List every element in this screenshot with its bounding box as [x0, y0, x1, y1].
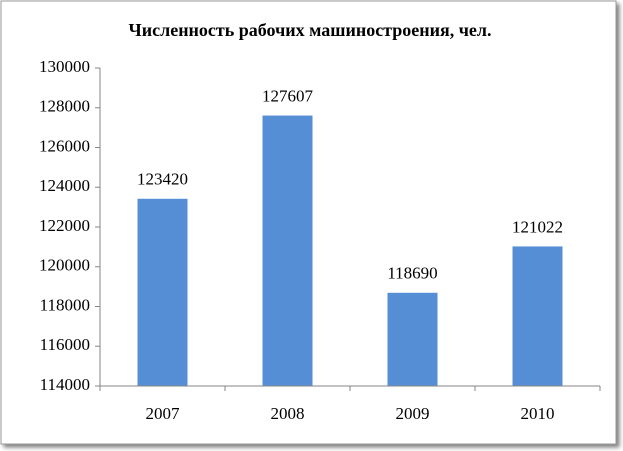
- y-tick-label: 130000: [39, 57, 90, 76]
- y-tick-label: 120000: [39, 256, 90, 275]
- x-tick-label: 2009: [396, 404, 430, 423]
- data-label: 127607: [262, 86, 314, 105]
- bar: [137, 198, 188, 386]
- y-tick-label: 114000: [40, 375, 90, 394]
- y-tick-label: 118000: [40, 295, 90, 314]
- y-tick-label: 126000: [39, 136, 90, 155]
- chart-title: Численность рабочих машиностроения, чел.: [129, 20, 492, 40]
- x-tick-label: 2008: [271, 404, 305, 423]
- x-tick-label: 2007: [146, 404, 181, 423]
- y-tick-label: 128000: [39, 97, 90, 116]
- bar: [512, 246, 563, 386]
- x-tick-label: 2010: [521, 404, 555, 423]
- data-label: 118690: [387, 264, 437, 283]
- y-tick-label: 124000: [39, 176, 90, 195]
- bar: [262, 115, 313, 386]
- bar: [387, 292, 438, 386]
- data-label: 123420: [137, 170, 188, 189]
- y-tick-label: 122000: [39, 216, 90, 235]
- data-label: 121022: [512, 217, 563, 236]
- y-tick-label: 116000: [40, 335, 90, 354]
